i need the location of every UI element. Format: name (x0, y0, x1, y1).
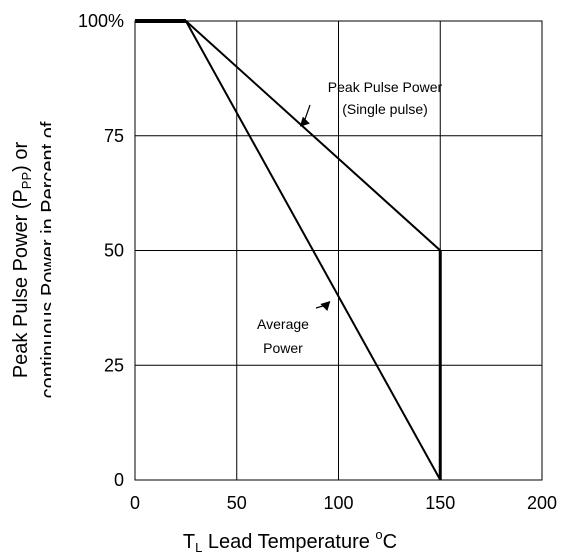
tick-labels: 0 50 100 150 200 0 25 50 75 100% (78, 11, 557, 513)
annotation-peak-pulse-power: Peak Pulse Power (Single pulse) (328, 79, 443, 117)
x-tick-label-50: 50 (227, 493, 247, 513)
annotation-average-power: Average Power (257, 316, 309, 356)
y-axis-label-line1-sub: PP (19, 172, 34, 189)
x-axis-label: TL Lead Temperature oC (183, 527, 397, 555)
y-tick-label-25: 25 (104, 355, 124, 375)
x-tick-label-150: 150 (425, 493, 455, 513)
x-axis-label-rest: Lead Temperature (202, 531, 375, 553)
y-tick-label-75: 75 (104, 126, 124, 146)
y-tick-label-50: 50 (104, 241, 124, 261)
y-axis-label: Peak Pulse Power (PPP) or continuous Pow… (10, 121, 60, 398)
x-axis-label-sup: o (375, 527, 382, 542)
y-axis-label-line1-b: ) or (10, 141, 32, 171)
y-tick-label-0: 0 (114, 470, 124, 490)
annotations: Peak Pulse Power (Single pulse) Average Pow… (257, 79, 442, 356)
x-axis-label-end: C (383, 531, 397, 553)
x-axis-label-main: T (183, 531, 195, 553)
x-tick-label-0: 0 (130, 493, 140, 513)
x-axis-label-sub: L (195, 540, 202, 555)
y-tick-label-100: 100% (78, 11, 124, 31)
x-tick-label-200: 200 (527, 493, 557, 513)
y-axis-label-line1-a: Peak Pulse Power (P (10, 189, 32, 378)
y-axis-label-line2: continuous Power in Percent of (38, 121, 60, 398)
y-axis-label-line1: Peak Pulse Power (PPP) or (10, 141, 34, 378)
x-tick-label-100: 100 (323, 493, 353, 513)
